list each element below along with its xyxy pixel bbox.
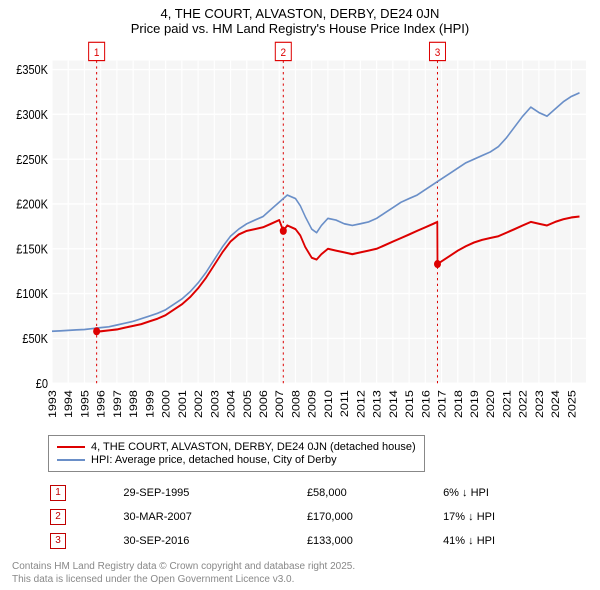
svg-text:2000: 2000	[159, 390, 172, 418]
svg-text:2018: 2018	[452, 390, 465, 418]
svg-text:1999: 1999	[143, 390, 156, 418]
svg-text:2009: 2009	[305, 390, 318, 418]
svg-text:2024: 2024	[549, 390, 562, 418]
event-row: 3 30-SEP-2016£133,00041% ↓ HPI	[50, 530, 590, 552]
svg-text:2002: 2002	[192, 390, 205, 418]
legend: 4, THE COURT, ALVASTON, DERBY, DE24 0JN …	[48, 435, 425, 472]
svg-text:£200K: £200K	[16, 197, 48, 212]
svg-text:3: 3	[435, 46, 441, 59]
svg-text:2003: 2003	[208, 390, 221, 418]
svg-text:2: 2	[281, 46, 287, 59]
svg-text:1993: 1993	[46, 390, 59, 418]
svg-text:2012: 2012	[354, 390, 367, 418]
svg-text:2006: 2006	[257, 390, 270, 418]
event-price: £133,000	[307, 530, 441, 552]
legend-swatch	[57, 459, 85, 461]
legend-swatch	[57, 446, 85, 448]
event-marker: 2	[50, 509, 66, 525]
svg-text:2010: 2010	[322, 390, 335, 418]
svg-text:£50K: £50K	[22, 331, 48, 346]
svg-text:2014: 2014	[387, 390, 400, 418]
svg-text:£100K: £100K	[16, 286, 48, 301]
svg-text:1: 1	[94, 46, 100, 59]
svg-text:2013: 2013	[370, 390, 383, 418]
legend-item: 4, THE COURT, ALVASTON, DERBY, DE24 0JN …	[57, 441, 416, 453]
events-table: 1 29-SEP-1995£58,0006% ↓ HPI 2 30-MAR-2007£…	[48, 480, 592, 554]
svg-text:£350K: £350K	[16, 62, 48, 77]
svg-text:2004: 2004	[224, 390, 237, 418]
svg-text:1995: 1995	[78, 390, 91, 418]
event-date: 30-MAR-2007	[123, 506, 305, 528]
license-line: This data is licensed under the Open Gov…	[12, 573, 592, 586]
event-price: £170,000	[307, 506, 441, 528]
chart-subtitle: Price paid vs. HM Land Registry's House …	[8, 21, 592, 36]
svg-text:2001: 2001	[176, 390, 189, 418]
legend-label: 4, THE COURT, ALVASTON, DERBY, DE24 0JN …	[91, 441, 416, 453]
svg-text:£0: £0	[36, 376, 49, 391]
license-line: Contains HM Land Registry data © Crown c…	[12, 560, 592, 573]
event-delta: 17% ↓ HPI	[443, 506, 590, 528]
event-row: 2 30-MAR-2007£170,00017% ↓ HPI	[50, 506, 590, 528]
event-price: £58,000	[307, 482, 441, 504]
svg-text:2025: 2025	[565, 390, 578, 418]
svg-text:£300K: £300K	[16, 107, 48, 122]
license-text: Contains HM Land Registry data © Crown c…	[12, 560, 592, 586]
svg-text:1998: 1998	[127, 390, 140, 418]
svg-text:2017: 2017	[435, 390, 448, 418]
chart-title: 4, THE COURT, ALVASTON, DERBY, DE24 0JN	[8, 6, 592, 21]
svg-text:2020: 2020	[484, 390, 497, 418]
svg-text:1994: 1994	[62, 390, 75, 418]
svg-text:2016: 2016	[419, 390, 432, 418]
svg-text:2019: 2019	[468, 390, 481, 418]
svg-text:1996: 1996	[94, 390, 107, 418]
event-delta: 41% ↓ HPI	[443, 530, 590, 552]
event-delta: 6% ↓ HPI	[443, 482, 590, 504]
svg-text:1997: 1997	[111, 390, 124, 418]
svg-text:2022: 2022	[516, 390, 529, 418]
event-date: 29-SEP-1995	[123, 482, 305, 504]
svg-text:2015: 2015	[403, 390, 416, 418]
legend-label: HPI: Average price, detached house, City…	[91, 454, 337, 466]
chart-plot: £0 £50K £100K £150K £200K £250K £300K £350K 1993…	[8, 40, 592, 429]
svg-text:2005: 2005	[241, 390, 254, 418]
event-row: 1 29-SEP-1995£58,0006% ↓ HPI	[50, 482, 590, 504]
legend-item: HPI: Average price, detached house, City…	[57, 454, 416, 466]
event-marker: 1	[50, 485, 66, 501]
svg-text:£250K: £250K	[16, 152, 48, 167]
svg-text:£150K: £150K	[16, 242, 48, 257]
svg-text:2023: 2023	[533, 390, 546, 418]
svg-text:2008: 2008	[289, 390, 302, 418]
event-date: 30-SEP-2016	[123, 530, 305, 552]
svg-text:2011: 2011	[338, 390, 351, 417]
svg-text:2007: 2007	[273, 390, 286, 418]
event-marker: 3	[50, 533, 66, 549]
svg-text:2021: 2021	[500, 390, 513, 418]
